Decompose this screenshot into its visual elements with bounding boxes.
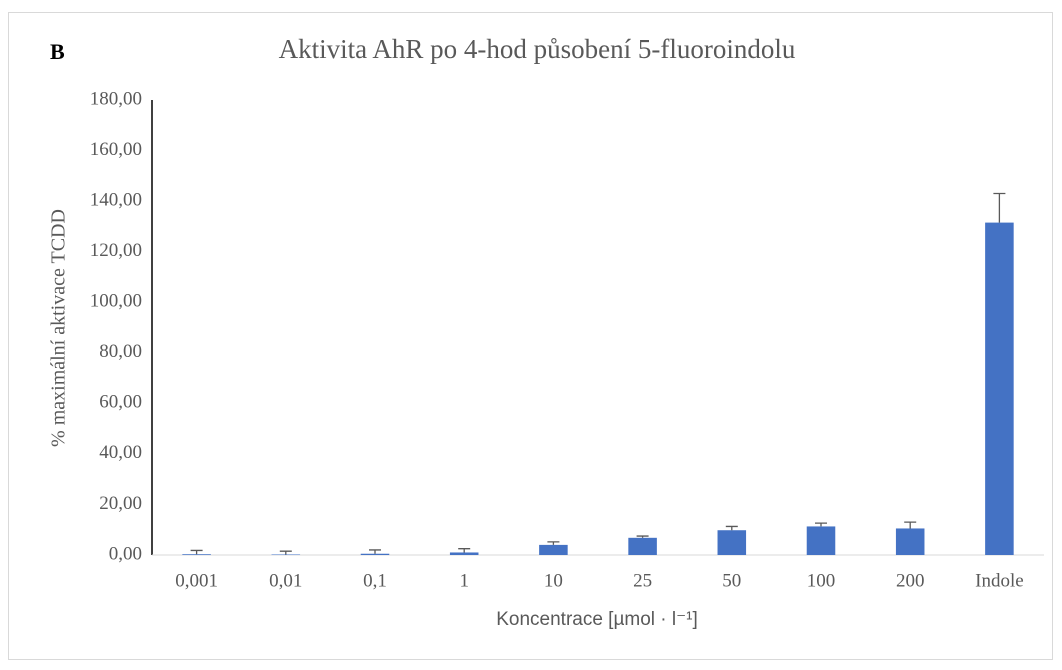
x-tick-label: 50 [722,570,741,591]
bar [717,530,747,555]
y-tick-label: 180,00 [90,88,142,109]
error-bar [815,522,827,527]
panel-label: B [50,39,65,64]
x-tick-label: 0,1 [363,570,387,591]
x-tick-label: 100 [807,570,836,591]
bar [360,553,390,555]
y-tick-label: 40,00 [99,442,142,463]
error-bar [547,541,560,545]
x-tick-label: 25 [633,570,652,591]
error-bar [904,521,917,529]
error-bar [190,549,203,555]
y-tick-label: 120,00 [90,240,142,261]
x-axis-label: Koncentrace [µmol · l⁻¹] [496,609,698,630]
x-tick-label: 1 [459,570,469,591]
bar [806,526,836,555]
y-tick-label: 20,00 [99,493,142,514]
y-tick-label: 100,00 [90,291,142,312]
y-axis-label: % maximální aktivace TCDD [48,209,70,447]
bar [985,222,1014,555]
x-tick-label: 0,01 [269,570,302,591]
bar [271,554,301,555]
chart-title: Aktivita AhR po 4-hod působení 5-fluoroi… [279,34,796,64]
x-tick-label: 10 [544,570,563,591]
y-tick-label: 160,00 [90,139,142,160]
error-bar [279,550,292,555]
error-bar [458,548,471,553]
bar [449,552,479,555]
y-tick-label: 0,00 [109,543,142,564]
error-bar [636,535,649,538]
bar [539,544,568,555]
error-bar [369,549,381,554]
y-tick-label: 60,00 [99,392,142,413]
bar [628,537,657,555]
y-tick-label: 140,00 [90,189,142,210]
bar [895,528,925,555]
y-tick-label: 80,00 [99,341,142,362]
bar [182,554,211,555]
x-tick-label: 0,001 [175,570,218,591]
error-bar [993,192,1006,223]
x-tick-label: 200 [896,570,925,591]
error-bar [725,525,738,531]
chart-border [8,12,1053,660]
x-tick-label: Indole [975,570,1024,591]
